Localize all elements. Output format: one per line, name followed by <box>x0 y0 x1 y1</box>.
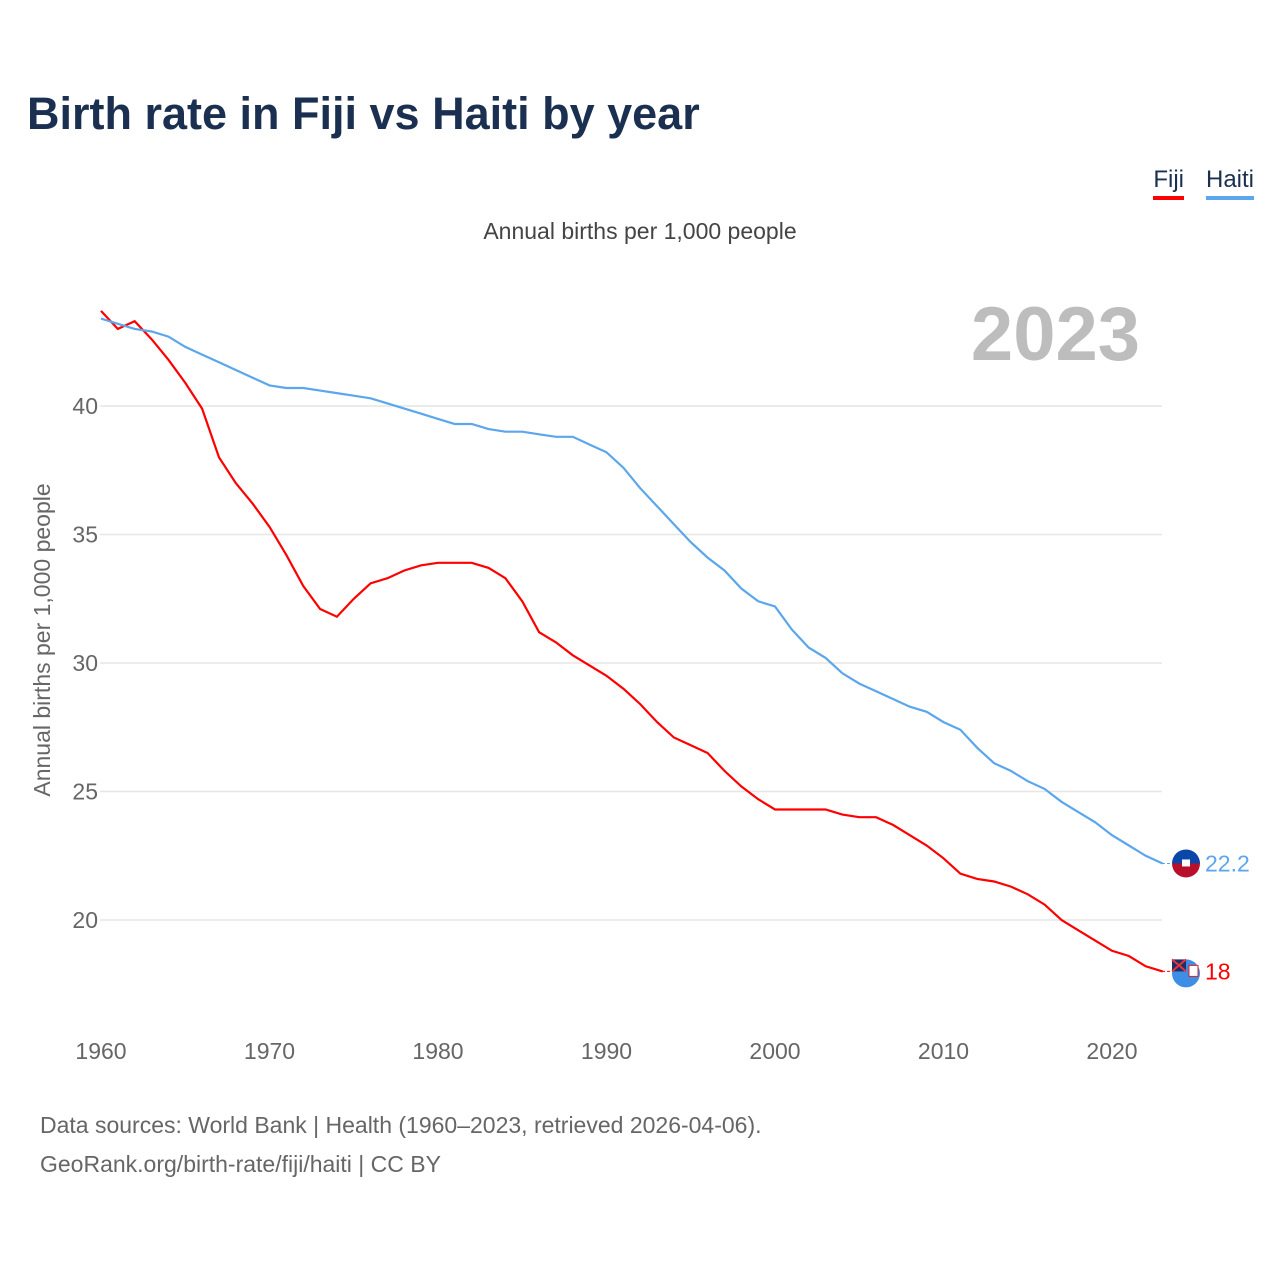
series-line-haiti[interactable] <box>100 317 1164 865</box>
source-note: Data sources: World Bank | Health (1960–… <box>40 1106 762 1184</box>
x-tick-label: 1990 <box>581 1038 632 1064</box>
x-tick-label: 2010 <box>918 1038 969 1064</box>
chart-title: Birth rate in Fiji vs Haiti by year <box>27 88 700 139</box>
legend-fiji[interactable]: Fiji <box>1153 166 1184 200</box>
x-tick-label: 2020 <box>1086 1038 1137 1064</box>
chart-subtitle: Annual births per 1,000 people <box>483 218 797 244</box>
end-value-label: 22.2 <box>1205 850 1250 876</box>
legend-haiti[interactable]: Haiti <box>1205 166 1254 200</box>
legend: Fiji Haiti <box>1153 166 1254 200</box>
y-axis-label: Annual births per 1,000 people <box>29 483 55 796</box>
year-watermark: 2023 <box>971 292 1140 377</box>
y-tick-label: 25 <box>72 779 98 805</box>
y-tick-label: 20 <box>72 907 98 933</box>
fiji-flag-icon <box>1171 958 1200 988</box>
y-tick-label: 35 <box>72 522 98 548</box>
x-tick-label: 2000 <box>749 1038 800 1064</box>
source-line-1: Data sources: World Bank | Health (1960–… <box>40 1112 762 1138</box>
haiti-flag-icon <box>1172 849 1200 878</box>
y-tick-label: 30 <box>72 650 98 676</box>
end-value-label: 18 <box>1205 958 1231 984</box>
source-line-2[interactable]: GeoRank.org/birth-rate/fiji/haiti | CC B… <box>40 1151 441 1177</box>
x-tick-label: 1980 <box>412 1038 463 1064</box>
x-tick-label: 1960 <box>75 1038 126 1064</box>
series-line-fiji[interactable] <box>100 310 1163 973</box>
y-tick-label: 40 <box>72 393 98 419</box>
x-tick-label: 1970 <box>244 1038 295 1064</box>
